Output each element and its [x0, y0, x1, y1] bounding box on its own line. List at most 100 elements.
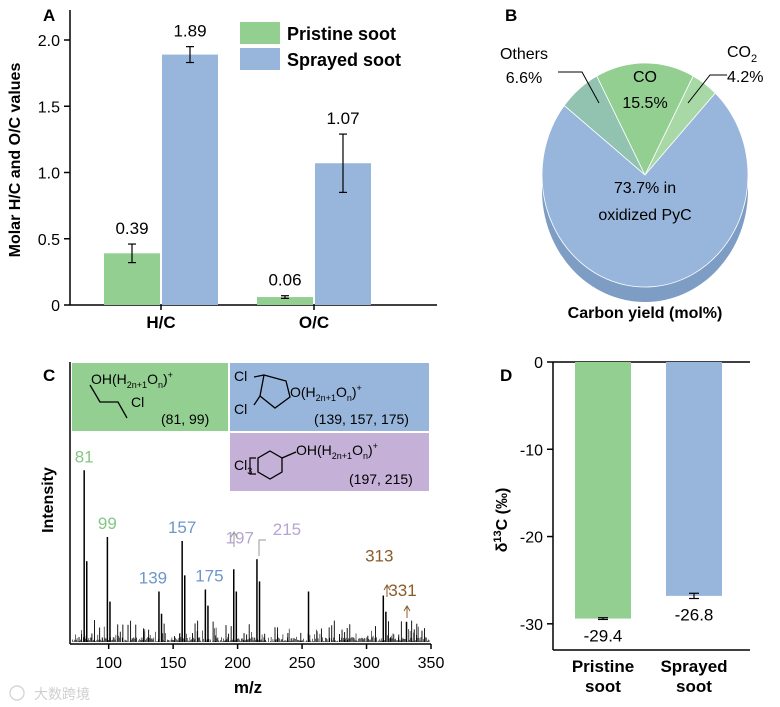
peak-label-197: 197	[226, 528, 254, 547]
bar-delta13c-pristine	[575, 362, 631, 619]
panel-d-bars: -29.4 -26.8	[575, 362, 722, 645]
panel-d: D 0 -10 -20 -30 -29.4 -26.8 Pristine sootSpra…	[492, 355, 750, 696]
panel-d-x-tick-label: Sprayed	[660, 657, 727, 676]
panel-c-letter: C	[43, 366, 55, 385]
peak-label-331: 331	[388, 581, 416, 600]
panel-d-x-tick-label: soot	[676, 677, 712, 696]
structure-box-blue: Cl Cl O(H2n+1On)+ (139, 157, 175)	[230, 363, 429, 431]
panel-c: C Intensity m/z 100 150 200 250 300 350 81 99 1…	[40, 362, 444, 697]
panel-d-x-tick-label: Pristine	[572, 657, 634, 676]
panel-d-letter: D	[500, 366, 512, 385]
purple-masses: (197, 215)	[349, 471, 413, 487]
spectrum-noise	[72, 620, 430, 642]
panel-a-y-tick-label: 0.5	[38, 232, 60, 249]
peak-label-99: 99	[98, 514, 117, 533]
bar-value-label: 0.39	[115, 219, 148, 238]
blue-cl-top: Cl	[234, 368, 247, 384]
panel-a-x-labels: H/C O/C	[146, 305, 329, 332]
blue-cl-bottom: Cl	[234, 401, 247, 417]
green-cl: Cl	[131, 394, 144, 410]
peak-label-215: 215	[273, 520, 301, 539]
peak-label-81: 81	[75, 447, 94, 466]
pie-label-co2: CO2	[727, 44, 757, 65]
green-formula: OH(H2n+1On)+	[91, 370, 173, 390]
pie-title: Carbon yield (mol%)	[568, 305, 723, 322]
peak-label-157: 157	[168, 518, 196, 537]
panel-a-bars: 0.39 0.06 1.89 1.07	[104, 22, 371, 306]
panel-c-x-ticks: 100 150 200 250 300 350	[95, 644, 444, 672]
bar-sprayed-hc	[162, 54, 218, 306]
legend-label-sprayed: Sprayed soot	[287, 50, 401, 70]
pie-leader-co2	[687, 74, 727, 104]
pie-value-others: 6.6%	[506, 70, 542, 87]
pie-value-co: 15.5%	[622, 95, 667, 112]
bar-value-label: -29.4	[584, 626, 623, 645]
pie	[541, 62, 749, 288]
bar-pristine-oc	[257, 297, 313, 305]
panel-c-x-tick-label: 300	[353, 655, 380, 672]
panel-c-x-tick-label: 150	[160, 655, 187, 672]
panel-a-x-tick-label: O/C	[299, 313, 329, 332]
panel-c-x-label: m/z	[234, 678, 262, 697]
pie-label-co: CO	[633, 69, 657, 86]
panel-b-letter: B	[505, 6, 517, 25]
arrow-215	[258, 539, 266, 556]
purple-formula: OH(H2n+1On)+	[296, 441, 378, 461]
panel-d-y-tick-label: 0	[534, 355, 543, 372]
bar-value-label: 1.07	[326, 109, 359, 128]
structure-box-blue-bg	[230, 363, 429, 431]
panel-b: B CO 15.5% 73.7% in oxidized PyC Others …	[500, 6, 763, 322]
panel-c-x-tick-label: 250	[289, 655, 316, 672]
panel-c-x-tick-label: 200	[224, 655, 251, 672]
panel-a-legend: Pristine soot Sprayed soot	[240, 22, 401, 70]
structure-box-purple-bg	[230, 433, 429, 491]
peak-label-175: 175	[195, 566, 223, 585]
chloroethanol-skeleton	[89, 384, 128, 419]
bar-value-label: -26.8	[675, 606, 714, 625]
panel-d-y-tick-label: -30	[520, 617, 543, 634]
watermark-text: 大数跨境	[34, 686, 90, 702]
arrow-head-313	[383, 584, 391, 591]
panel-a: A 00.51.01.52.0 0.390.061.891.07 H/C O/C …	[7, 6, 437, 332]
bar-delta13c-sprayed	[666, 362, 722, 596]
legend-label-pristine: Pristine soot	[287, 24, 396, 44]
watermark-logo-icon	[9, 685, 25, 701]
spectrum-peaks	[83, 470, 408, 642]
panel-c-y-label: Intensity	[40, 467, 57, 533]
structure-box-green: OH(H2n+1On)+ Cl (81, 99)	[72, 363, 228, 431]
arrow-head-197	[230, 531, 238, 538]
benzene-cl-bracket	[249, 457, 256, 475]
pie-slice-pyc	[541, 92, 749, 288]
panel-a-y-ticks: 0 0.5 1.0 1.5 2.0	[38, 33, 70, 315]
panel-d-y-tick-label: -20	[520, 530, 543, 547]
bar-value-label: 0.06	[268, 271, 301, 290]
legend-swatch-sprayed	[240, 48, 280, 70]
pie-slice-co	[596, 62, 694, 176]
bar-value-label: 1.89	[173, 22, 206, 41]
arrow-head-331	[403, 605, 411, 612]
pie-label-pyc: oxidized PyC	[598, 207, 691, 224]
panel-a-letter: A	[43, 6, 55, 25]
green-masses: (81, 99)	[161, 411, 209, 427]
pie-leader-others	[558, 71, 600, 104]
panel-c-x-tick-label: 350	[418, 655, 445, 672]
pie-value-pyc: 73.7% in	[614, 180, 676, 197]
pie-value-co2: 4.2%	[727, 69, 763, 86]
furan-cl-bond-bottom	[253, 395, 261, 406]
panel-a-y-label: Molar H/C and O/C values	[7, 63, 24, 258]
structure-box-purple: Cl3 OH(H2n+1On)+ (197, 215)	[230, 433, 429, 491]
furan-cl-bond-top	[253, 374, 265, 378]
peak-label-139: 139	[139, 569, 167, 588]
panel-a-y-tick-label: 0	[51, 298, 60, 315]
peak-arrows	[230, 531, 411, 618]
panel-d-y-label: δ13C (‰)	[492, 488, 511, 553]
panel-c-x-tick-label: 100	[95, 655, 122, 672]
panel-d-y-ticks: 0 -10 -20 -30	[520, 355, 553, 634]
blue-formula: O(H2n+1On)+	[290, 383, 362, 403]
furan-ring	[259, 374, 291, 409]
panel-d-y-tick-label: -10	[520, 442, 543, 459]
panel-a-y-tick-label: 1.5	[38, 99, 60, 116]
legend-swatch-pristine	[240, 22, 280, 44]
